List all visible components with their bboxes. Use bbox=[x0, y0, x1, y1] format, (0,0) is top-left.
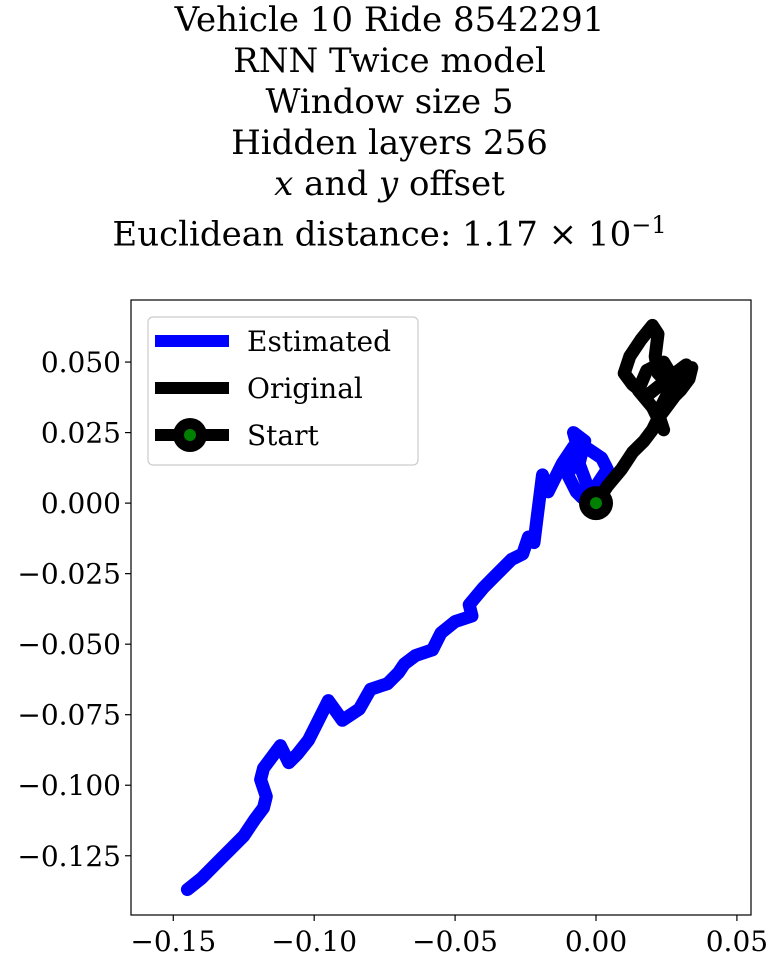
x-tick-label: −0.15 bbox=[130, 925, 216, 958]
title-line-1: Vehicle 10 Ride 8542291 bbox=[174, 0, 605, 40]
legend-original-label: Original bbox=[247, 372, 363, 405]
title-x-symbol: x bbox=[274, 164, 294, 204]
title-y-symbol: y bbox=[378, 164, 399, 204]
y-tick-label: −0.100 bbox=[17, 769, 121, 802]
x-axis: −0.15 −0.10 −0.05 0.00 0.05 bbox=[130, 915, 768, 958]
title-line-6: Euclidean distance: 1.17 × 10−1 bbox=[0, 205, 779, 255]
x-tick-label: −0.10 bbox=[271, 925, 357, 958]
y-tick-label: −0.125 bbox=[17, 840, 121, 873]
title-distance-prefix: Euclidean distance: bbox=[112, 214, 463, 255]
legend-estimated-label: Estimated bbox=[247, 325, 391, 358]
title-distance-mantissa: 1.17 bbox=[462, 214, 538, 255]
legend-start-label: Start bbox=[247, 419, 320, 452]
title-line-2: RNN Twice model bbox=[233, 41, 546, 81]
estimated-trajectory bbox=[180, 426, 614, 897]
legend: Estimated Original Start bbox=[147, 316, 419, 466]
legend-box bbox=[147, 316, 419, 466]
y-tick-label: 0.050 bbox=[41, 346, 121, 379]
title-line-4: Hidden layers 256 bbox=[231, 123, 548, 163]
x-tick-label: −0.05 bbox=[412, 925, 498, 958]
legend-start-marker-inner bbox=[184, 429, 196, 441]
y-tick-label: −0.050 bbox=[17, 628, 121, 661]
plot-frame bbox=[130, 299, 752, 916]
original-trajectory bbox=[589, 318, 699, 510]
y-tick-label: −0.075 bbox=[17, 699, 121, 732]
y-tick-label: 0.025 bbox=[41, 417, 121, 450]
title-distance-exponent: −1 bbox=[631, 211, 667, 239]
plot-area bbox=[180, 318, 699, 897]
y-axis: 0.050 0.025 0.000 −0.025 −0.050 −0.075 −0.100 −… bbox=[17, 346, 131, 873]
title-distance-times: × 10 bbox=[537, 214, 632, 255]
title-offset: offset bbox=[398, 164, 505, 204]
title-line-3: Window size 5 bbox=[265, 82, 514, 122]
title-and: and bbox=[293, 164, 379, 204]
start-marker-inner bbox=[590, 497, 602, 510]
x-tick-label: 0.00 bbox=[565, 925, 627, 958]
chart-title: Vehicle 10 Ride 8542291 RNN Twice model … bbox=[0, 0, 779, 255]
y-tick-label: −0.025 bbox=[17, 558, 121, 591]
title-line-5: x and y offset bbox=[0, 164, 779, 205]
y-tick-label: 0.000 bbox=[41, 487, 121, 520]
x-tick-label: 0.05 bbox=[706, 925, 768, 958]
